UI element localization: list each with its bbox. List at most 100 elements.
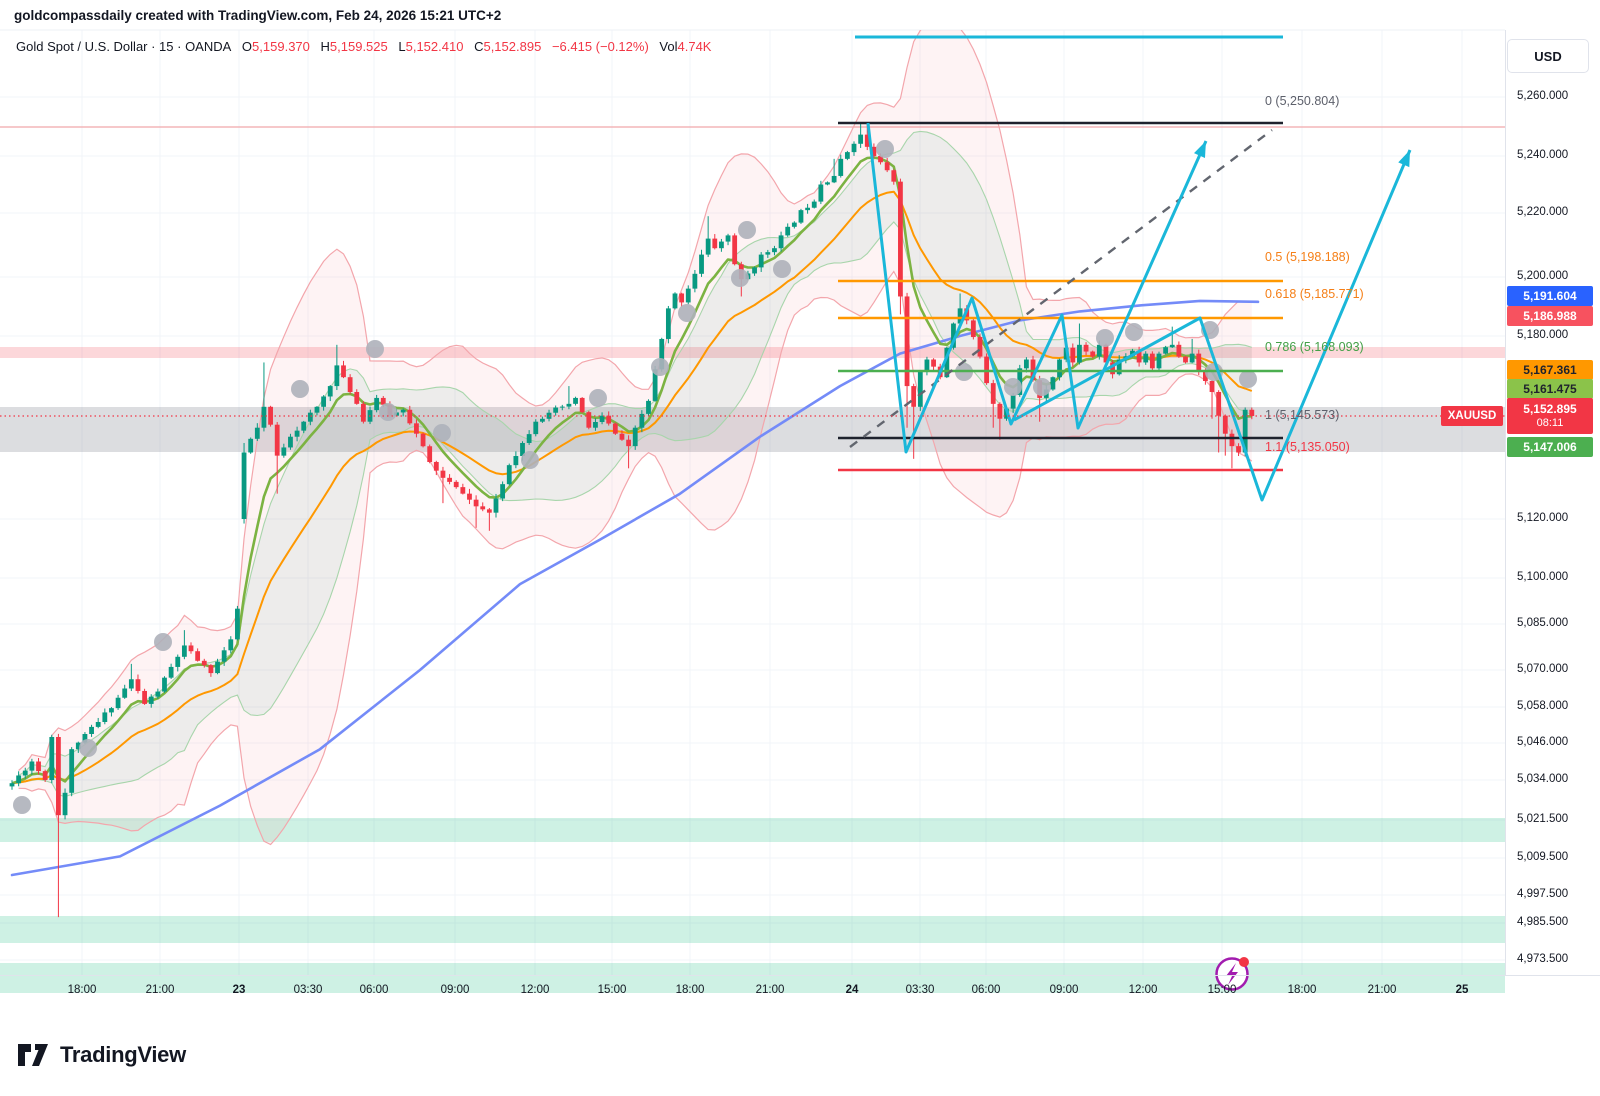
time-tick: 12:00 <box>520 984 550 996</box>
symbol-price-tag: XAUUSD <box>1441 406 1503 426</box>
bar-countdown: 08:11 <box>1536 417 1564 429</box>
price-tick: 4,973.500 <box>1517 953 1569 965</box>
marker-dot <box>379 403 397 421</box>
low-value: 5,152.410 <box>405 39 464 54</box>
tradingview-logo[interactable]: TradingView <box>16 1040 186 1070</box>
time-tick: 24 <box>845 984 859 996</box>
price-tick: 5,120.000 <box>1517 512 1569 524</box>
symbol-title[interactable]: Gold Spot / U.S. Dollar · 15 · OANDA <box>16 39 232 54</box>
time-tick: 15:00 <box>1207 984 1237 996</box>
price-label-bb-upper: 5,186.988 <box>1507 306 1593 326</box>
marker-dot <box>678 304 696 322</box>
price-axis-border <box>1505 30 1506 975</box>
time-tick: 06:00 <box>359 984 389 996</box>
price-tick: 5,070.000 <box>1517 663 1569 675</box>
marker-dot <box>1033 378 1051 396</box>
dashed-trendline[interactable] <box>849 129 1273 448</box>
time-tick: 25 <box>1455 984 1469 996</box>
series-layer <box>9 30 1260 918</box>
time-axis[interactable]: 18:00 21:00 23 03:30 06:00 09:00 12:00 15:00 18:… <box>0 975 1505 1005</box>
price-tick: 5,085.000 <box>1517 617 1569 629</box>
marker-dot <box>1239 370 1257 388</box>
volume-value: 4.74K <box>677 39 712 54</box>
time-axis-border <box>0 975 1600 976</box>
currency-usd-button[interactable]: USD <box>1507 39 1589 73</box>
fib-label-1[interactable]: 1 (5,145.573) <box>1265 408 1340 422</box>
price-tick: 5,220.000 <box>1517 206 1569 218</box>
fib-label-1-1[interactable]: 1.1 (5,135.050) <box>1265 440 1350 454</box>
tradingview-logo-icon <box>18 1044 48 1066</box>
marker-dot <box>1004 378 1022 396</box>
volume-label: Vol <box>659 39 678 54</box>
fib-label-0-5[interactable]: 0.5 (5,198.188) <box>1265 250 1350 264</box>
marker-dot <box>589 389 607 407</box>
time-tick: 21:00 <box>755 984 785 996</box>
last-price-value: 5,152.895 <box>1523 402 1577 416</box>
marker-dot <box>1125 323 1143 341</box>
marker-dot <box>731 269 749 287</box>
grid <box>0 29 1505 975</box>
marker-dot <box>773 260 791 278</box>
time-tick: 09:00 <box>440 984 470 996</box>
marker-dot <box>13 796 31 814</box>
price-label-ema-fast: 5,161.475 <box>1507 379 1593 399</box>
time-tick: 21:00 <box>1367 984 1397 996</box>
marker-dot <box>521 451 539 469</box>
price-tick: 4,985.500 <box>1517 916 1569 928</box>
high-value: 5,159.525 <box>329 39 388 54</box>
marker-dot <box>291 380 309 398</box>
price-tick: 5,100.000 <box>1517 571 1569 583</box>
price-axis[interactable]: 5,260.000 5,240.000 5,220.000 5,200.000 5,18… <box>1505 30 1600 975</box>
marker-dot <box>651 358 669 376</box>
header-credit: goldcompassdaily created with TradingVie… <box>14 8 502 23</box>
marker-dot <box>79 739 97 757</box>
change-value: −6.415 (−0.12%) <box>551 39 649 54</box>
fib-label-0[interactable]: 0 (5,250.804) <box>1265 94 1340 108</box>
ma-long-line <box>10 299 1260 877</box>
time-tick: 21:00 <box>145 984 175 996</box>
marker-dot <box>154 633 172 651</box>
symbol-legend[interactable]: Gold Spot / U.S. Dollar · 15 · OANDA O5,… <box>16 39 711 54</box>
low-label: L <box>398 39 406 54</box>
price-tick: 5,009.500 <box>1517 851 1569 863</box>
close-value: 5,152.895 <box>483 39 542 54</box>
time-tick: 18:00 <box>1287 984 1317 996</box>
time-tick: 15:00 <box>597 984 627 996</box>
fib-label-0-618[interactable]: 0.618 (5,185.771) <box>1265 287 1364 301</box>
price-label-ma-long: 5,191.604 <box>1507 286 1593 306</box>
tradingview-logo-text: TradingView <box>60 1042 186 1067</box>
marker-dot <box>433 424 451 442</box>
fib-label-0-786[interactable]: 0.786 (5,168.093) <box>1265 340 1364 354</box>
time-tick: 12:00 <box>1128 984 1158 996</box>
price-tick: 5,180.000 <box>1517 329 1569 341</box>
price-tick: 5,240.000 <box>1517 149 1569 161</box>
marker-dot <box>738 221 756 239</box>
price-tick: 5,200.000 <box>1517 270 1569 282</box>
marker-dot <box>366 340 384 358</box>
time-tick: 18:00 <box>67 984 97 996</box>
time-tick: 09:00 <box>1049 984 1079 996</box>
price-tick: 5,058.000 <box>1517 700 1569 712</box>
price-label-bb-lower: 5,147.006 <box>1507 437 1593 457</box>
time-tick: 03:30 <box>293 984 323 996</box>
open-value: 5,159.370 <box>252 39 310 54</box>
price-tick: 5,034.000 <box>1517 773 1569 785</box>
price-tick: 5,260.000 <box>1517 90 1569 102</box>
flash-icon[interactable] <box>1215 957 1250 991</box>
price-tick: 5,021.500 <box>1517 813 1569 825</box>
price-label-ema-slow: 5,167.361 <box>1507 360 1593 380</box>
price-tick: 5,046.000 <box>1517 736 1569 748</box>
time-tick: 23 <box>232 984 246 996</box>
zones <box>0 126 1505 993</box>
time-tick: 06:00 <box>971 984 1001 996</box>
open-label: O <box>241 39 253 54</box>
ema-slow-line <box>11 190 1253 785</box>
marker-dot <box>1096 329 1114 347</box>
time-tick: 03:30 <box>905 984 935 996</box>
cyan-projection[interactable] <box>855 35 1416 502</box>
price-tick: 4,997.500 <box>1517 888 1569 900</box>
time-tick: 18:00 <box>675 984 705 996</box>
last-price-box: 5,152.895 08:11 <box>1507 398 1593 434</box>
